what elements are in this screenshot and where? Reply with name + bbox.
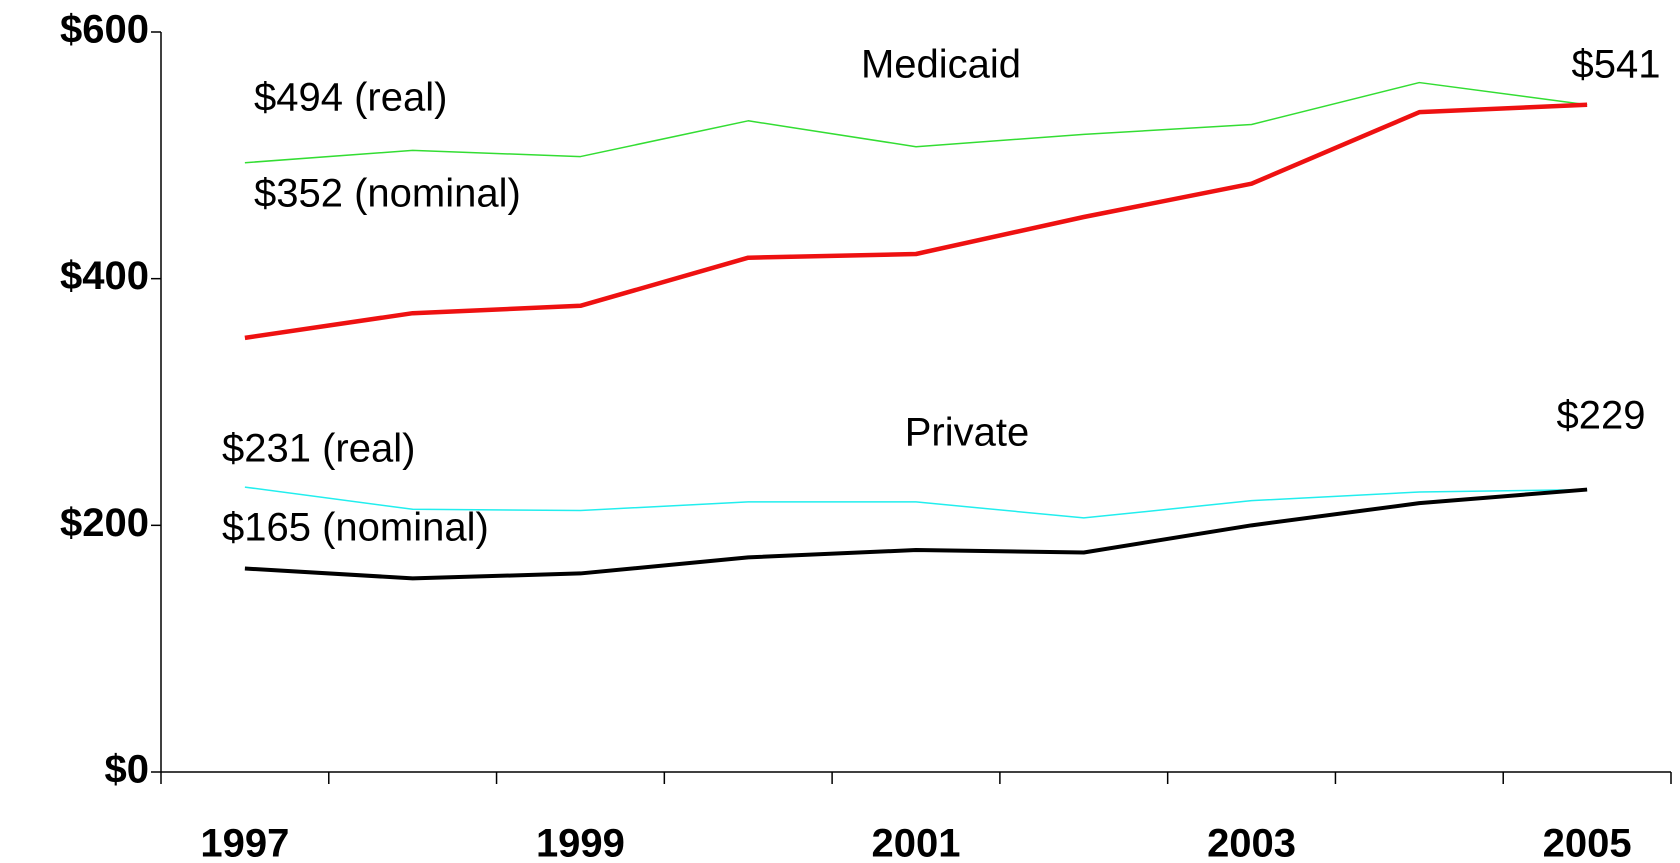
line-series — [244, 102, 1588, 341]
annotation: $541 — [1572, 43, 1661, 87]
x-tick-label: 1999 — [536, 822, 625, 863]
x-tick-label: 2003 — [1207, 822, 1296, 863]
y-tick-label: $400 — [60, 254, 149, 298]
annotation: $494 (real) — [254, 76, 447, 120]
line-series — [244, 487, 1588, 581]
y-tick-label: $200 — [60, 501, 149, 545]
annotation: $229 — [1557, 394, 1646, 438]
line-series — [244, 486, 1588, 519]
y-tick-label: $0 — [105, 748, 150, 792]
annotation: Private — [905, 411, 1030, 455]
annotation: $165 (nominal) — [222, 506, 489, 550]
annotation: Medicaid — [861, 43, 1021, 87]
x-tick-label: 2001 — [872, 822, 961, 863]
x-tick-label: 2005 — [1543, 822, 1632, 863]
annotation: $231 (real) — [222, 427, 415, 471]
line-series — [244, 81, 1588, 164]
x-tick-label: 1997 — [200, 822, 289, 863]
y-tick-label: $600 — [60, 8, 149, 52]
annotation: $352 (nominal) — [254, 172, 521, 216]
